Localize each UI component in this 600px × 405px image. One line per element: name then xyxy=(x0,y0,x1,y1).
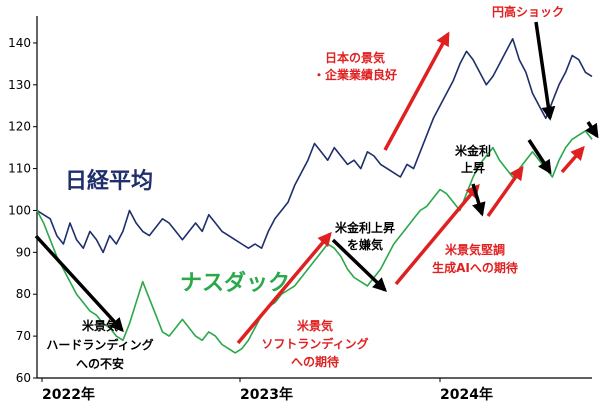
up-trend-arrow xyxy=(560,145,585,174)
annotation-line: 円高ショック xyxy=(492,4,564,19)
annotation: 米金利上昇 xyxy=(455,143,491,175)
down-trend-arrow xyxy=(585,121,599,139)
y-tick-label: 70 xyxy=(16,329,31,343)
annotation-line: への不安 xyxy=(76,356,124,371)
annotation-line: ハードランディング xyxy=(46,337,153,352)
chart-labels: 日経平均ナスダック円高ショック日本の景気・企業業績良好米金利上昇米金利上昇を嫌気… xyxy=(46,4,564,371)
annotation-line: 米景気 xyxy=(82,318,118,333)
y-tick-label: 130 xyxy=(8,78,31,92)
nasdaq-series-label: ナスダック xyxy=(180,270,290,296)
down-trend-arrow xyxy=(527,139,552,175)
annotation: 円高ショック xyxy=(492,4,564,19)
annotation-line: 米景気 xyxy=(297,318,333,333)
annotation-line: 日本の景気 xyxy=(325,50,385,65)
y-tick-label: 90 xyxy=(16,245,31,259)
annotation: 日本の景気・企業業績良好 xyxy=(313,50,397,82)
y-tick-label: 110 xyxy=(8,162,31,176)
annotation-line: ソフトランディング xyxy=(261,336,368,351)
annotation-line: への期待 xyxy=(291,354,339,369)
up-trend-arrow xyxy=(486,165,524,218)
x-tick-label: 2023年 xyxy=(240,386,293,403)
annotation-line: 米景気堅調 xyxy=(445,242,505,257)
y-tick-label: 60 xyxy=(16,371,31,385)
x-tick-label: 2022年 xyxy=(42,386,95,403)
annotation-line: ・企業業績良好 xyxy=(313,67,397,82)
x-tick-label: 2024年 xyxy=(440,386,493,403)
up-trend-arrow xyxy=(394,183,480,286)
y-tick-label: 120 xyxy=(8,120,31,134)
up-trend-arrow xyxy=(383,31,450,151)
y-tick-label: 100 xyxy=(8,203,31,217)
axes: 60 70 80 90 100 110 120 130 140 2022年 2023年 2024年 xyxy=(8,16,592,403)
down-trend-arrow xyxy=(34,234,124,333)
up-trend-arrow xyxy=(236,231,332,345)
annotation-line: 上昇 xyxy=(461,160,485,175)
nikkei-series-label: 日経平均 xyxy=(65,168,153,194)
down-trend-arrow xyxy=(471,183,486,217)
annotation-line: 生成AIへの期待 xyxy=(432,260,518,275)
annotation-line: 米金利 xyxy=(455,143,491,158)
trend-arrows xyxy=(34,21,599,345)
y-tick-label: 140 xyxy=(8,36,31,50)
y-tick-label: 80 xyxy=(16,287,31,301)
series-lines xyxy=(36,37,593,354)
annotation-line: を嫌気 xyxy=(347,237,383,252)
annotation-line: 米金利上昇 xyxy=(335,220,395,235)
nasdaq-series-line xyxy=(36,130,593,354)
down-trend-arrow xyxy=(331,238,388,292)
nikkei-series-line xyxy=(36,37,593,254)
down-trend-arrow xyxy=(534,21,556,121)
